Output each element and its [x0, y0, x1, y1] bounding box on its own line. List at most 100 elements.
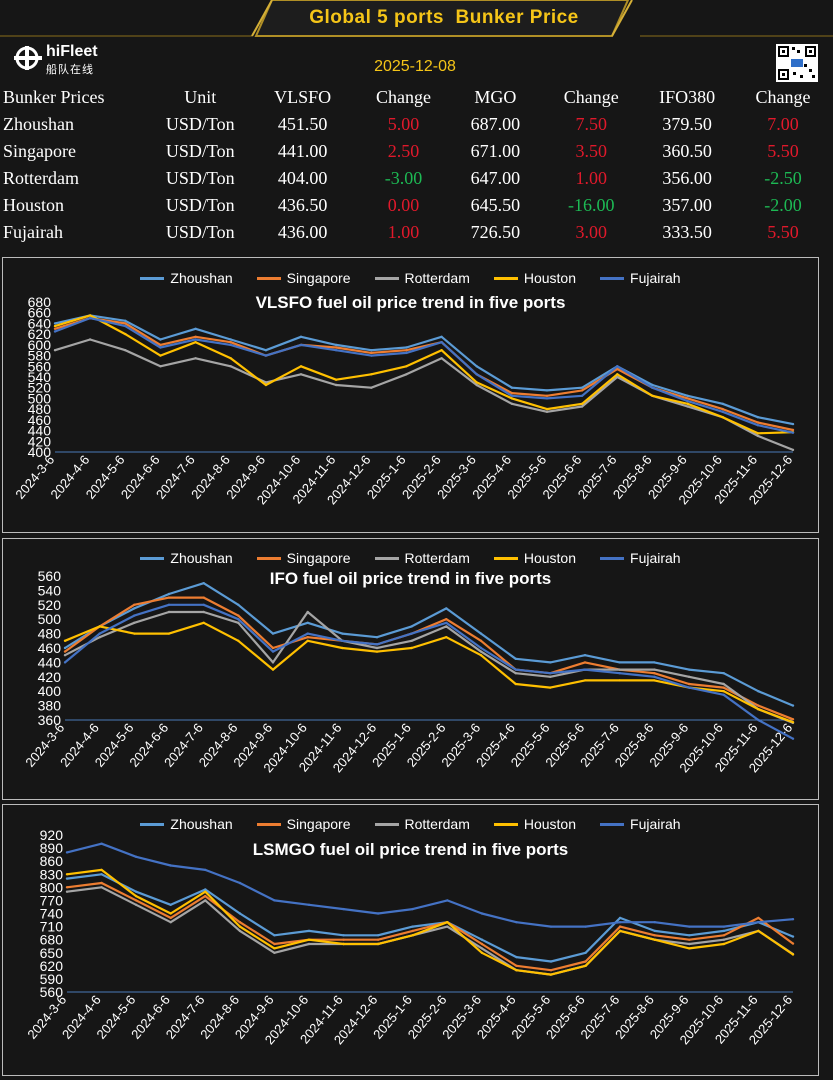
data-point: [194, 341, 197, 344]
data-point: [445, 607, 448, 610]
series-line-fujairah: [66, 842, 794, 928]
data-point: [299, 365, 303, 368]
data-point: [271, 650, 275, 653]
y-tick-label: 800: [40, 879, 64, 895]
cell-vlsfo-chg: 0.00: [387, 195, 420, 215]
y-tick-label: 830: [40, 866, 64, 882]
data-point: [584, 951, 587, 954]
data-point: [440, 335, 443, 338]
data-point: [583, 668, 587, 671]
data-point: [791, 428, 795, 432]
data-point: [169, 864, 172, 867]
data-point: [410, 646, 413, 650]
data-point: [791, 942, 795, 945]
data-point: [722, 686, 725, 689]
data-point: [273, 899, 276, 902]
data-point: [580, 402, 584, 405]
data-point: [376, 934, 380, 937]
y-tick-label: 380: [38, 698, 62, 714]
cell-ifo-chg: -2.00: [764, 195, 802, 215]
column-header: MGO: [474, 87, 517, 107]
data-point: [63, 639, 67, 642]
data-point: [238, 881, 242, 885]
data-point: [721, 407, 724, 411]
data-point: [440, 341, 443, 344]
data-point: [688, 934, 691, 937]
data-point: [722, 693, 725, 696]
data-point: [757, 718, 760, 722]
data-point: [475, 365, 478, 368]
series-line-houston: [66, 868, 794, 976]
cell-ifo-chg: 7.00: [767, 114, 799, 134]
chart-title: IFO fuel oil price trend in five ports: [269, 569, 552, 588]
data-point: [237, 639, 240, 642]
data-point: [686, 405, 689, 408]
cell-ifo: 356.00: [662, 168, 712, 188]
legend-swatch: [256, 822, 281, 826]
data-point: [271, 661, 275, 664]
chart-legend: Zhoushan Singapore Rotterdam Houston Fujaira…: [3, 548, 818, 568]
data-point: [167, 596, 171, 599]
data-point: [204, 894, 207, 898]
data-point: [756, 421, 760, 424]
data-point: [264, 354, 268, 357]
data-point: [549, 973, 553, 976]
data-point: [722, 690, 725, 693]
y-tick-label: 540: [38, 582, 62, 598]
data-point: [618, 672, 621, 675]
y-tick-label: 660: [28, 305, 52, 321]
data-point: [134, 855, 138, 858]
data-point: [229, 341, 232, 344]
data-point: [410, 625, 413, 628]
data-point: [124, 349, 127, 352]
data-point: [722, 942, 726, 946]
series-line-rotterdam: [54, 338, 794, 451]
data-point: [445, 625, 448, 628]
data-point: [273, 951, 276, 954]
data-point: [341, 639, 344, 642]
table-row: Houston USD/Ton 436.50 0.00 645.50 -16.00 357.…: [0, 192, 833, 219]
data-point: [334, 378, 338, 381]
legend-item: Fujairah: [600, 548, 681, 568]
data-point: [445, 621, 448, 624]
legend-label: Zhoushan: [170, 550, 233, 566]
cell-ifo: 357.00: [662, 195, 712, 215]
series-line-fujairah: [54, 316, 794, 434]
data-point: [545, 389, 549, 392]
data-point: [757, 708, 760, 711]
data-point: [63, 650, 67, 653]
cell-ifo: 333.50: [662, 222, 712, 242]
data-point: [299, 335, 303, 338]
series-line-fujairah: [64, 603, 794, 740]
data-point: [791, 953, 795, 956]
data-point: [307, 903, 311, 906]
data-point: [411, 907, 414, 911]
chart-legend: Zhoushan Singapore Rotterdam Houston Fujaira…: [3, 814, 818, 834]
cell-mgo: 645.50: [470, 195, 521, 215]
data-point: [545, 410, 549, 413]
data-point: [342, 907, 345, 911]
legend-item: Singapore: [256, 268, 351, 288]
data-point: [375, 646, 379, 650]
data-point: [480, 912, 484, 915]
column-header: Change: [563, 87, 619, 107]
data-point: [653, 934, 656, 937]
data-point: [446, 921, 449, 924]
data-point: [480, 938, 484, 941]
data-point: [411, 925, 414, 928]
series-line-houston: [64, 621, 794, 724]
cell-unit: USD/Ton: [165, 114, 235, 134]
cell-unit: USD/Ton: [165, 168, 235, 188]
data-point: [124, 324, 127, 328]
data-point: [134, 903, 138, 906]
ifo-chart-panel: Zhoushan Singapore Rotterdam Houston Fujaira…: [2, 538, 819, 800]
legend-item: Rotterdam: [374, 548, 470, 568]
data-point: [687, 682, 691, 686]
y-tick-label: 400: [28, 444, 52, 460]
data-point: [721, 402, 724, 405]
legend-label: Rotterdam: [404, 270, 470, 286]
data-point: [756, 416, 760, 419]
legend-item: Houston: [493, 814, 576, 834]
data-point: [229, 357, 232, 360]
data-point: [722, 929, 726, 933]
